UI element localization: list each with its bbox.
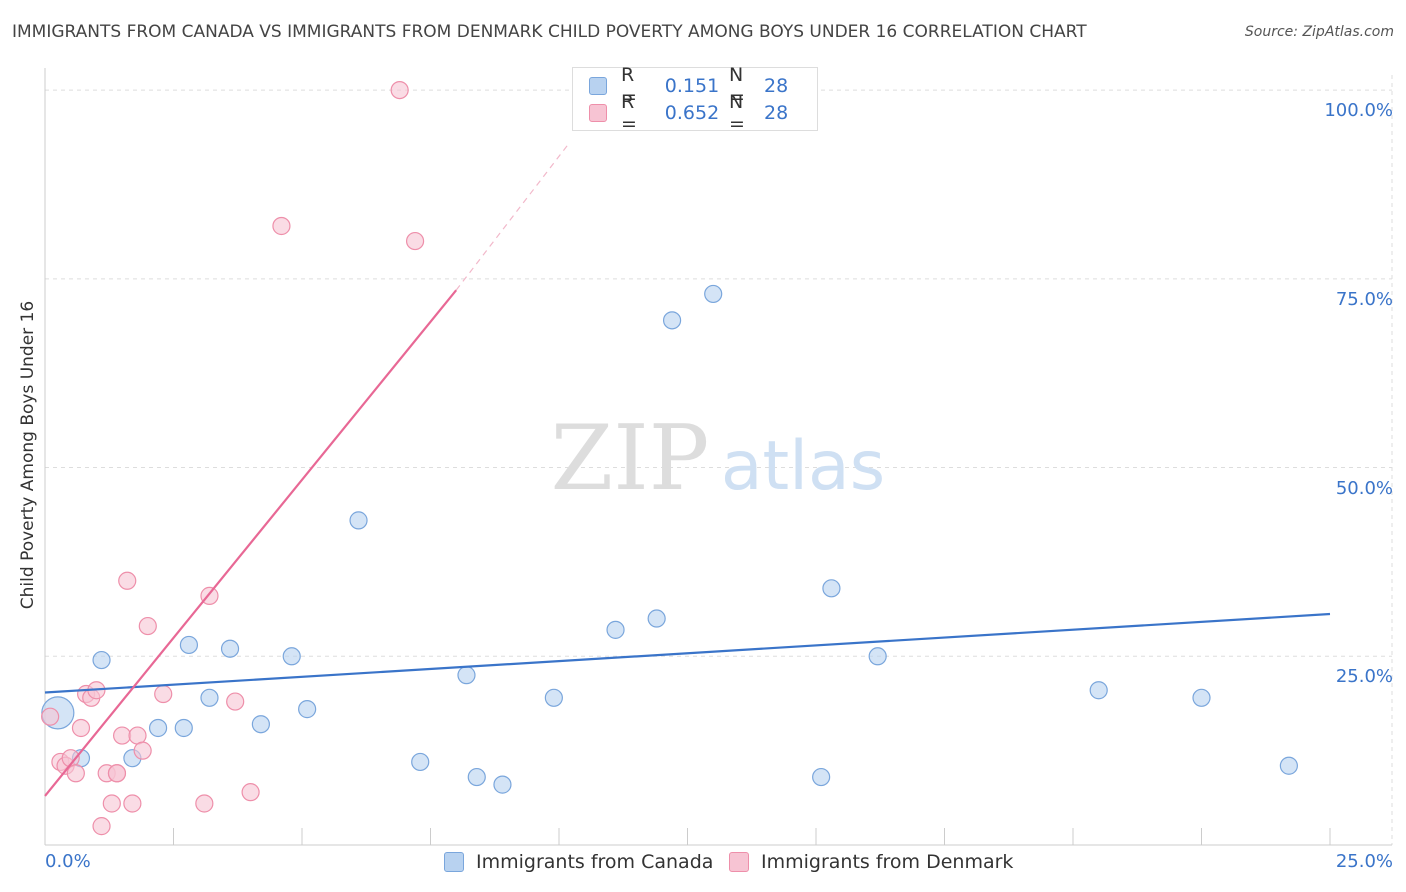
canada-point [1089,681,1108,700]
data-points [41,80,1298,836]
canada-point [493,775,512,794]
denmark-point [133,741,152,760]
denmark-point [405,231,425,251]
canada-point [1192,688,1211,707]
watermark: ZIP atlas [551,406,885,511]
canada-point [467,767,486,787]
canada-point [349,511,368,530]
legend-n-value-denmark: 28 [764,102,789,124]
denmark-point [112,726,132,745]
legend-row-canada: R = 0.151 N = 28 [589,64,789,108]
legend-item-denmark[interactable]: Immigrants from Denmark [729,851,1013,873]
watermark-zip: ZIP [551,406,710,511]
axes [44,68,1392,846]
canada-point [200,688,219,707]
denmark-point [195,794,214,813]
y-tick-label: 75.0% [1335,288,1393,310]
watermark-atlas: atlas [721,427,885,506]
denmark-point [102,794,121,813]
legend-r-label: R = [621,64,637,108]
y-tick-label: 100.0% [1324,100,1393,122]
canada-point [822,579,841,598]
canada-point [282,647,301,666]
denmark-point [128,726,147,745]
canada-point [251,715,270,734]
denmark-point [272,216,291,236]
y-tick-label: 25.0% [1335,666,1393,688]
canada-point [220,639,240,658]
denmark-point [92,817,111,836]
grid-lines [45,75,1393,845]
denmark-trendline-extension [455,142,570,291]
denmark-point [138,616,157,636]
denmark-point [107,764,127,783]
y-tick-label: 50.0% [1335,477,1393,499]
legend-n-value-canada: 28 [764,75,789,97]
denmark-point [154,684,173,704]
legend-row-denmark: R = 0.652 N = 28 [589,91,789,135]
canada-point [812,767,831,787]
denmark-point [390,80,409,100]
denmark-point [118,571,137,590]
source-label: Source: ZipAtlas.com [1244,24,1394,40]
legend-swatch-denmark [589,104,607,122]
legend-r-label: R = [621,91,637,135]
legend-label-denmark: Immigrants from Denmark [761,851,1014,873]
canada-point [606,620,625,639]
canada-point [647,609,666,628]
canada-point [411,752,430,772]
x-tick-label: 0.0% [45,851,91,872]
series-legend: Immigrants from Canada Immigrants from D… [0,851,1406,877]
legend-swatch-canada [589,77,607,95]
correlation-legend: R = 0.151 N = 28 R = 0.652 N = 28 [572,64,818,135]
legend-swatch-canada [444,852,464,872]
denmark-point [241,783,260,802]
canada-point [1279,756,1298,775]
legend-n-label: N = [729,64,745,108]
denmark-point [123,794,142,813]
legend-n-label: N = [729,91,745,135]
canada-point [174,718,193,738]
canada-point [148,718,168,738]
canada-point [298,700,317,719]
legend-r-value-canada: 0.151 [664,75,720,97]
x-tick-label: 25.0% [1335,851,1393,872]
trendlines [44,142,1331,797]
legend-swatch-denmark [729,852,749,872]
canada-point [457,666,476,685]
denmark-point [71,718,91,738]
chart-title: IMMIGRANTS FROM CANADA VS IMMIGRANTS FRO… [12,22,1087,42]
denmark-trendline [44,289,458,797]
canada-trendline [44,612,1331,694]
canada-point [662,311,682,330]
denmark-point [66,764,85,783]
legend-r-value-denmark: 0.652 [664,102,720,124]
y-axis-label: Child Poverty Among Boys Under 16 [18,300,38,610]
canada-point [179,635,199,655]
canada-point [92,650,111,670]
denmark-point [226,692,245,711]
denmark-point [41,707,60,726]
canada-point [704,284,723,304]
legend-item-canada[interactable]: Immigrants from Canada [444,851,713,873]
legend-label-canada: Immigrants from Canada [476,851,714,873]
canada-point [868,647,887,666]
canada-point [544,688,563,707]
